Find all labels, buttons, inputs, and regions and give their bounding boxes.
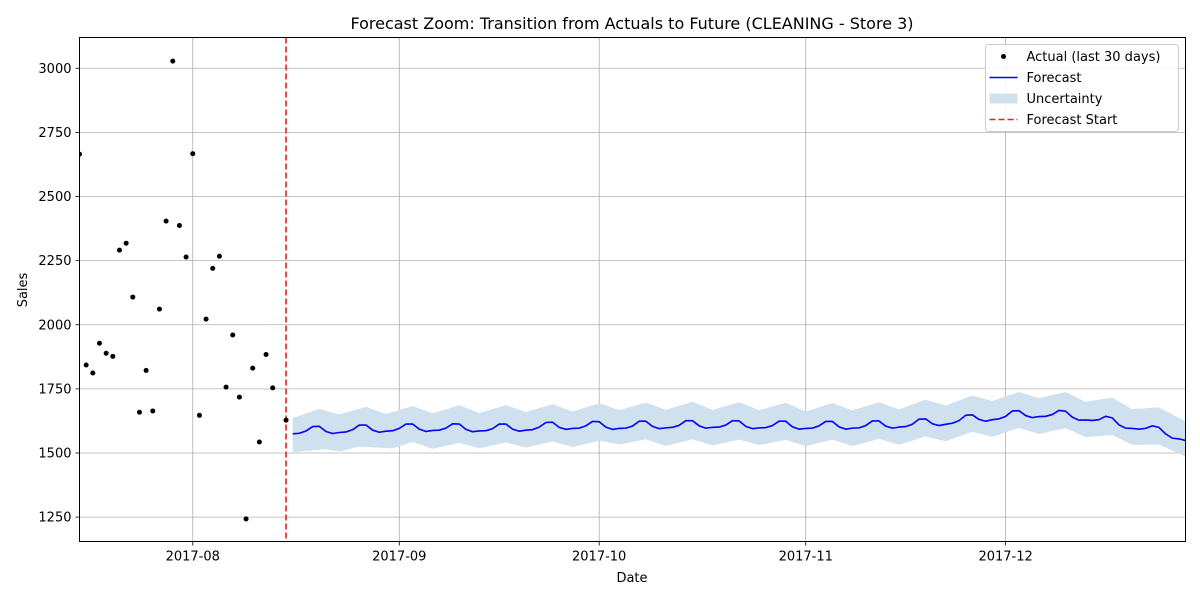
actual-point [150, 408, 156, 414]
y-tick-label: 2500 [38, 190, 71, 205]
x-axis-ticks: 2017-08 2017-09 2017-10 2017-11 2017-12 [166, 541, 1033, 565]
actual-point [143, 367, 149, 373]
legend-item: Actual (last 30 days) [1001, 50, 1160, 65]
actual-point [136, 409, 142, 415]
actual-point [210, 265, 216, 271]
y-tick-label: 2750 [38, 126, 71, 141]
legend: Actual (last 30 days) Forecast Uncertainty… [985, 44, 1179, 132]
actual-point [203, 316, 209, 322]
uncertainty-band-layer [292, 391, 1186, 457]
actual-point [96, 340, 102, 346]
actual-point [190, 151, 196, 157]
y-axis-ticks: 1250 1500 1750 2000 2250 2500 2750 3000 [38, 62, 80, 526]
legend-item: Forecast [989, 71, 1082, 86]
actual-point [176, 223, 182, 229]
legend-box [985, 44, 1179, 132]
actual-point [243, 516, 249, 522]
y-tick-label: 1500 [38, 447, 71, 462]
x-tick-label: 2017-10 [572, 550, 626, 565]
legend-label: Forecast [1027, 71, 1082, 86]
actual-point [230, 332, 236, 338]
actual-point [170, 58, 176, 64]
plot-frame [79, 37, 1186, 542]
actual-point [79, 151, 82, 157]
legend-dot-swatch [1001, 54, 1006, 59]
actual-point [223, 384, 229, 390]
actual-point [103, 350, 109, 356]
uncertainty-band [292, 391, 1186, 457]
actual-point [123, 240, 129, 246]
actual-point [156, 306, 162, 312]
actual-point [183, 254, 189, 260]
actual-point [216, 253, 222, 259]
legend-label: Uncertainty [1027, 92, 1103, 107]
actual-point [283, 417, 289, 423]
x-tick-label: 2017-12 [978, 550, 1032, 565]
legend-patch-swatch [989, 93, 1018, 104]
actual-point [236, 394, 242, 400]
forecast-line [292, 409, 1186, 442]
actual-point [250, 365, 256, 371]
actual-point [163, 218, 169, 224]
actual-point [256, 439, 262, 445]
legend-item: Uncertainty [989, 92, 1103, 107]
y-tick-label: 1750 [38, 382, 71, 397]
x-tick-label: 2017-11 [779, 550, 833, 565]
y-tick-label: 1250 [38, 511, 71, 526]
legend-label: Actual (last 30 days) [1027, 50, 1161, 65]
actual-point [83, 362, 89, 368]
actual-point [110, 353, 116, 359]
actual-point [130, 294, 136, 300]
legend-item: Forecast Start [989, 113, 1118, 128]
grid [79, 37, 1186, 542]
x-tick-label: 2017-09 [372, 550, 426, 565]
y-tick-label: 2250 [38, 254, 71, 269]
forecast-line-layer [292, 409, 1186, 442]
y-axis-label: Sales [16, 272, 31, 307]
actual-point [196, 412, 202, 418]
actual-point [263, 352, 269, 358]
y-tick-label: 3000 [38, 62, 71, 77]
legend-label: Forecast Start [1027, 113, 1118, 128]
y-tick-label: 2000 [38, 318, 71, 333]
actual-points-layer [79, 58, 289, 522]
chart-title: Forecast Zoom: Transition from Actuals t… [350, 14, 913, 33]
x-axis-label: Date [616, 571, 647, 586]
x-tick-label: 2017-08 [166, 550, 220, 565]
actual-point [270, 385, 276, 391]
actual-point [116, 247, 122, 253]
actual-point [90, 370, 96, 376]
